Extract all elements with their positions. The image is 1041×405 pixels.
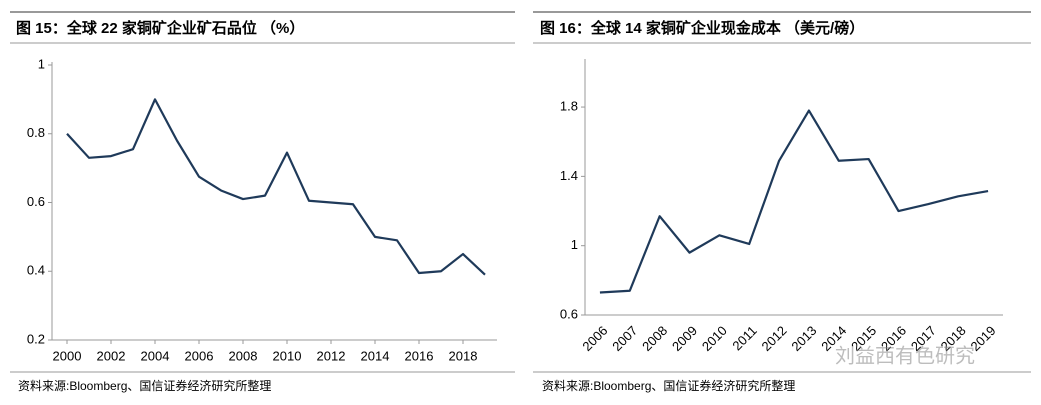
x-tick-label: 2008 [229,348,258,363]
panel-frames [10,11,1031,373]
source-note: 资料来源:Bloomberg、国信证券经济研究所整理 [18,378,271,393]
x-tick-label: 2000 [53,348,82,363]
x-tick-label: 2009 [669,323,700,354]
x-tick-label: 2016 [405,348,434,363]
x-tick-label: 2007 [609,323,640,354]
x-tick-label: 2010 [699,323,730,354]
x-tick-label: 2008 [639,323,670,354]
y-tick-label: 0.8 [27,125,45,140]
x-tick-label: 2011 [729,323,759,353]
data-line [66,98,486,276]
source-note: 资料来源:Bloomberg、国信证券经济研究所整理 [542,378,795,393]
x-tick-label: 2006 [579,323,610,354]
y-tick-label: 0.2 [27,331,45,346]
x-tick-label: 2018 [449,348,478,363]
x-tick-label: 2010 [273,348,302,363]
watermark: 刘益西有色研究 [835,344,975,367]
x-tick-label: 2006 [185,348,214,363]
chart-title: 图 16：全球 14 家铜矿企业现金成本 （美元/磅） [540,19,864,37]
y-tick-label: 1 [38,56,45,71]
y-tick-label: 0.4 [27,263,45,278]
x-tick-label: 2004 [141,348,170,363]
x-tick-label: 2002 [97,348,126,363]
y-tick-label: 0.6 [560,306,578,321]
data-line [599,109,989,294]
y-tick-label: 1.4 [560,168,578,183]
x-tick-label: 2013 [788,323,819,354]
chart-title: 图 15：全球 22 家铜矿企业矿石品位 （%） [16,19,304,37]
x-tick-label: 2012 [759,323,790,354]
x-tick-label: 2014 [361,348,390,363]
y-tick-label: 1.8 [560,98,578,113]
x-tick-label: 2012 [317,348,346,363]
y-tick-label: 1 [571,237,578,252]
y-tick-label: 0.6 [27,194,45,209]
